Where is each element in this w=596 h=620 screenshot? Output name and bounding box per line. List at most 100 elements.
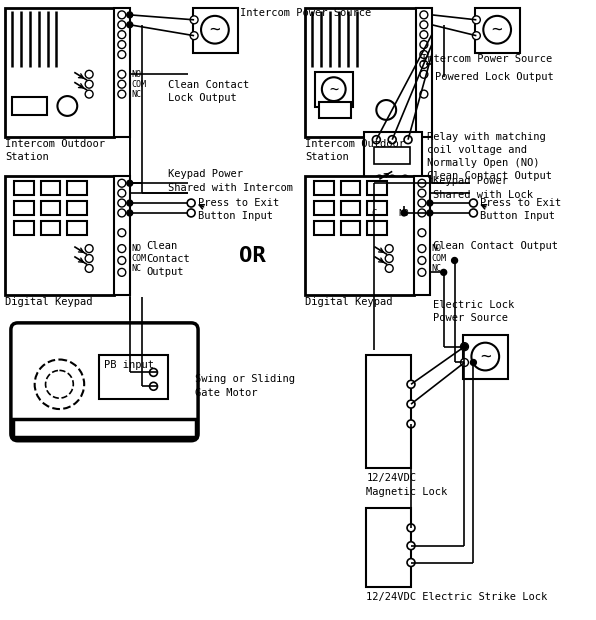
Circle shape bbox=[187, 199, 195, 207]
Circle shape bbox=[187, 209, 195, 217]
Circle shape bbox=[418, 209, 426, 217]
Circle shape bbox=[407, 400, 415, 408]
Bar bbox=[315, 73, 353, 107]
Circle shape bbox=[461, 343, 468, 350]
Text: 12/24VDC Electric Strike Lock: 12/24VDC Electric Strike Lock bbox=[367, 592, 548, 602]
Text: Clean Contact
Lock Output: Clean Contact Lock Output bbox=[168, 80, 250, 104]
Bar bbox=[114, 176, 130, 295]
Text: Press to Exit
Button Input: Press to Exit Button Input bbox=[198, 198, 280, 221]
Text: Intercom Outdoor
Station: Intercom Outdoor Station bbox=[305, 139, 405, 162]
Circle shape bbox=[118, 268, 126, 277]
Text: ~: ~ bbox=[492, 20, 502, 38]
Circle shape bbox=[375, 175, 383, 184]
Circle shape bbox=[127, 200, 133, 206]
Bar bbox=[13, 419, 196, 436]
Circle shape bbox=[418, 229, 426, 237]
Text: NC: NC bbox=[132, 90, 142, 99]
Circle shape bbox=[118, 189, 126, 197]
Circle shape bbox=[127, 210, 133, 216]
Bar bbox=[67, 181, 87, 195]
Text: Keypad Power
Shared with Lock: Keypad Power Shared with Lock bbox=[433, 176, 533, 200]
FancyBboxPatch shape bbox=[11, 323, 198, 441]
Bar bbox=[414, 176, 430, 295]
Bar bbox=[367, 508, 411, 587]
Bar bbox=[476, 8, 520, 53]
Circle shape bbox=[420, 60, 428, 68]
Circle shape bbox=[85, 265, 93, 272]
Circle shape bbox=[407, 524, 415, 532]
Circle shape bbox=[201, 16, 229, 43]
Circle shape bbox=[85, 70, 93, 78]
Text: NO: NO bbox=[432, 244, 442, 253]
Circle shape bbox=[407, 542, 415, 550]
Bar bbox=[305, 8, 416, 136]
Circle shape bbox=[407, 559, 415, 567]
Circle shape bbox=[461, 343, 467, 350]
Circle shape bbox=[118, 179, 126, 187]
Text: Intercom Outdoor
Station: Intercom Outdoor Station bbox=[5, 139, 105, 162]
Bar bbox=[41, 181, 60, 195]
Text: COM: COM bbox=[432, 254, 447, 263]
Circle shape bbox=[85, 80, 93, 88]
Circle shape bbox=[471, 343, 499, 370]
Bar bbox=[5, 176, 114, 295]
Circle shape bbox=[473, 32, 480, 40]
Circle shape bbox=[118, 209, 126, 217]
Bar bbox=[367, 201, 387, 215]
Circle shape bbox=[85, 90, 93, 98]
Circle shape bbox=[420, 11, 428, 19]
Bar bbox=[319, 102, 350, 118]
Text: PB input: PB input bbox=[104, 360, 154, 370]
Text: Clean Contact Output: Clean Contact Output bbox=[433, 241, 558, 250]
Circle shape bbox=[440, 270, 446, 275]
Circle shape bbox=[127, 180, 133, 186]
Circle shape bbox=[470, 360, 476, 365]
Circle shape bbox=[420, 21, 428, 29]
Circle shape bbox=[118, 31, 126, 38]
Bar bbox=[341, 221, 361, 235]
Circle shape bbox=[118, 80, 126, 88]
Bar bbox=[341, 201, 361, 215]
Text: NO: NO bbox=[399, 209, 409, 218]
Circle shape bbox=[483, 16, 511, 43]
Circle shape bbox=[376, 100, 396, 120]
Circle shape bbox=[385, 265, 393, 272]
Circle shape bbox=[118, 41, 126, 48]
Bar bbox=[374, 146, 410, 164]
Bar bbox=[367, 355, 411, 469]
Circle shape bbox=[150, 368, 157, 376]
Text: ~: ~ bbox=[209, 20, 221, 38]
Circle shape bbox=[57, 96, 77, 116]
Text: NO: NO bbox=[132, 244, 142, 253]
Bar bbox=[12, 97, 46, 115]
Circle shape bbox=[118, 90, 126, 98]
Circle shape bbox=[473, 16, 480, 24]
Circle shape bbox=[420, 50, 428, 58]
Bar bbox=[416, 8, 432, 136]
Bar bbox=[341, 181, 361, 195]
Circle shape bbox=[118, 229, 126, 237]
Text: Intercom Power Source: Intercom Power Source bbox=[421, 55, 552, 64]
Circle shape bbox=[418, 268, 426, 277]
Circle shape bbox=[190, 32, 198, 40]
Text: Intercom Power Source: Intercom Power Source bbox=[240, 8, 371, 18]
Text: Powered Lock Output: Powered Lock Output bbox=[434, 73, 554, 82]
Circle shape bbox=[118, 21, 126, 29]
Circle shape bbox=[470, 199, 477, 207]
Circle shape bbox=[388, 136, 396, 144]
Text: 12/24VDC
Magnetic Lock: 12/24VDC Magnetic Lock bbox=[367, 474, 448, 497]
Circle shape bbox=[127, 22, 133, 28]
Text: C: C bbox=[372, 209, 377, 218]
Text: OR: OR bbox=[239, 246, 266, 265]
Bar bbox=[5, 8, 114, 136]
Circle shape bbox=[418, 245, 426, 252]
Text: Digital Keypad: Digital Keypad bbox=[5, 297, 92, 307]
Bar bbox=[67, 201, 87, 215]
Circle shape bbox=[372, 136, 380, 144]
Circle shape bbox=[388, 175, 396, 184]
Circle shape bbox=[418, 179, 426, 187]
Circle shape bbox=[452, 257, 458, 264]
Circle shape bbox=[385, 255, 393, 262]
Circle shape bbox=[418, 189, 426, 197]
Text: ~: ~ bbox=[329, 82, 339, 97]
